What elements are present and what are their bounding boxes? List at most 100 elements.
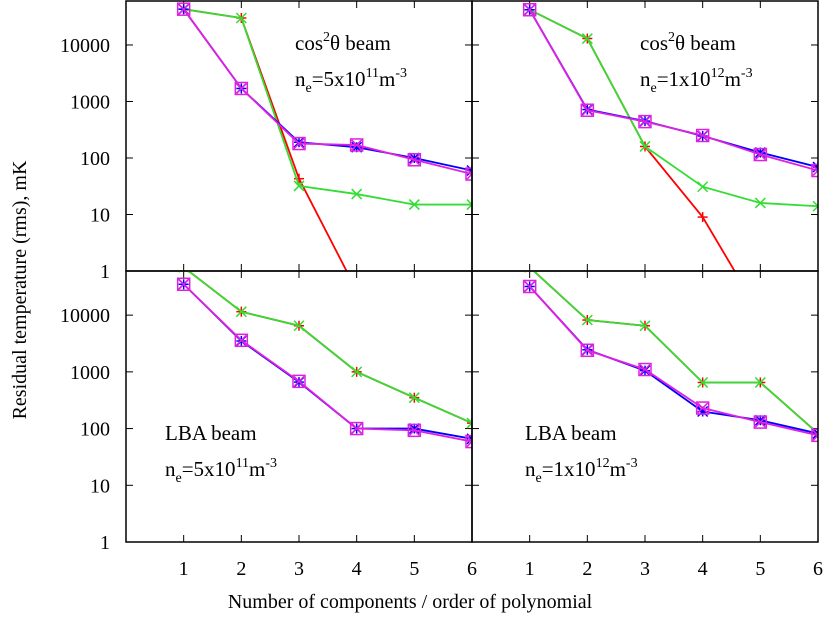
marker-stroke (581, 104, 593, 116)
x-tick-label: 3 (640, 558, 650, 580)
plot-area (176, 2, 472, 271)
marker (581, 314, 593, 326)
annotation-part: n (295, 67, 306, 91)
annotation-part: LBA beam (165, 421, 257, 445)
marker (408, 199, 420, 211)
marker-stroke (466, 203, 472, 211)
annotation-part: cos (295, 31, 323, 55)
annotation-part: =5x10 (312, 67, 366, 91)
y-tick-label: 1 (100, 261, 110, 283)
annotation-part: e (306, 81, 312, 96)
marker (407, 423, 422, 438)
marker-stroke (466, 422, 472, 429)
annotation-part: 12 (711, 66, 725, 81)
y-tick-label: 10000 (60, 305, 110, 327)
annotation-part: θ beam (330, 31, 391, 55)
marker-stroke (178, 3, 190, 15)
marker-box (522, 279, 537, 294)
marker-box (811, 428, 818, 443)
annotation: ne=1x1012m-3 (525, 456, 638, 486)
marker-stroke (351, 139, 363, 151)
marker-stroke (408, 424, 420, 436)
marker (292, 136, 306, 151)
marker-box (638, 114, 652, 129)
marker (176, 2, 191, 16)
marker (755, 309, 765, 319)
marker-stroke (408, 152, 420, 164)
annotation: cos2θ beam (295, 30, 391, 55)
marker-box (811, 163, 818, 178)
marker-stroke (697, 129, 709, 142)
marker-box (176, 277, 191, 292)
marker (349, 421, 364, 436)
marker (812, 200, 818, 212)
marker (811, 428, 818, 443)
annotation: ne=1x1012m-3 (640, 66, 753, 96)
annotation-part: n (640, 67, 651, 91)
y-tick-label: 100 (80, 148, 110, 170)
marker (235, 306, 247, 318)
series-line (529, 285, 818, 435)
panel-border (125, 270, 473, 543)
annotation-part: =1x10 (542, 457, 596, 481)
marker-stroke (581, 33, 593, 45)
marker (697, 212, 708, 223)
marker (754, 376, 766, 388)
marker-stroke (351, 423, 363, 435)
annotation-part: 2 (668, 30, 675, 45)
marker-stroke (466, 168, 472, 176)
marker-box (522, 3, 537, 17)
marker (234, 81, 249, 96)
annotation: LBA beam (165, 421, 257, 445)
plot-area (176, 271, 472, 449)
marker-box (349, 138, 364, 152)
marker-box (465, 434, 472, 449)
marker-stroke (293, 180, 305, 192)
marker-stroke (524, 4, 536, 16)
series-line (187, 271, 472, 424)
marker-box (176, 2, 191, 16)
marker-box (695, 128, 710, 143)
annotation-part: e (651, 81, 657, 96)
marker (753, 415, 768, 429)
x-tick-label: 6 (467, 558, 477, 580)
marker-stroke (235, 12, 247, 24)
marker (580, 103, 595, 117)
marker-box (753, 415, 768, 429)
y-tick-label: 1000 (70, 362, 110, 384)
marker (349, 138, 364, 152)
marker-stroke (178, 278, 190, 290)
annotation-part: 2 (323, 30, 330, 45)
marker-stroke (697, 181, 709, 193)
marker (639, 365, 651, 377)
marker (293, 320, 305, 332)
annotation-part: =1x10 (657, 67, 711, 91)
x-axis-label: Number of components / order of polynomi… (228, 591, 593, 613)
marker (753, 147, 768, 162)
annotation: cos2θ beam (640, 30, 736, 55)
marker (234, 333, 249, 348)
marker-stroke (754, 197, 766, 209)
marker-stroke (351, 366, 363, 378)
x-tick-label: 2 (582, 558, 592, 580)
annotation-part: 11 (236, 456, 249, 471)
marker (639, 140, 651, 152)
y-tick-label: 10 (90, 204, 110, 226)
marker-stroke (697, 376, 709, 388)
marker-stroke (754, 416, 766, 428)
marker-stroke (581, 344, 593, 356)
marker-stroke (408, 423, 420, 435)
marker-stroke (581, 314, 593, 326)
marker-stroke (524, 280, 536, 293)
marker (235, 12, 247, 24)
marker-stroke (639, 320, 651, 332)
marker (465, 167, 472, 181)
x-tick-label: 1 (525, 558, 535, 580)
marker-stroke (466, 199, 472, 206)
marker-stroke (812, 427, 818, 435)
marker-stroke (293, 136, 305, 148)
annotation-part: -3 (626, 456, 638, 471)
marker-stroke (812, 434, 818, 441)
